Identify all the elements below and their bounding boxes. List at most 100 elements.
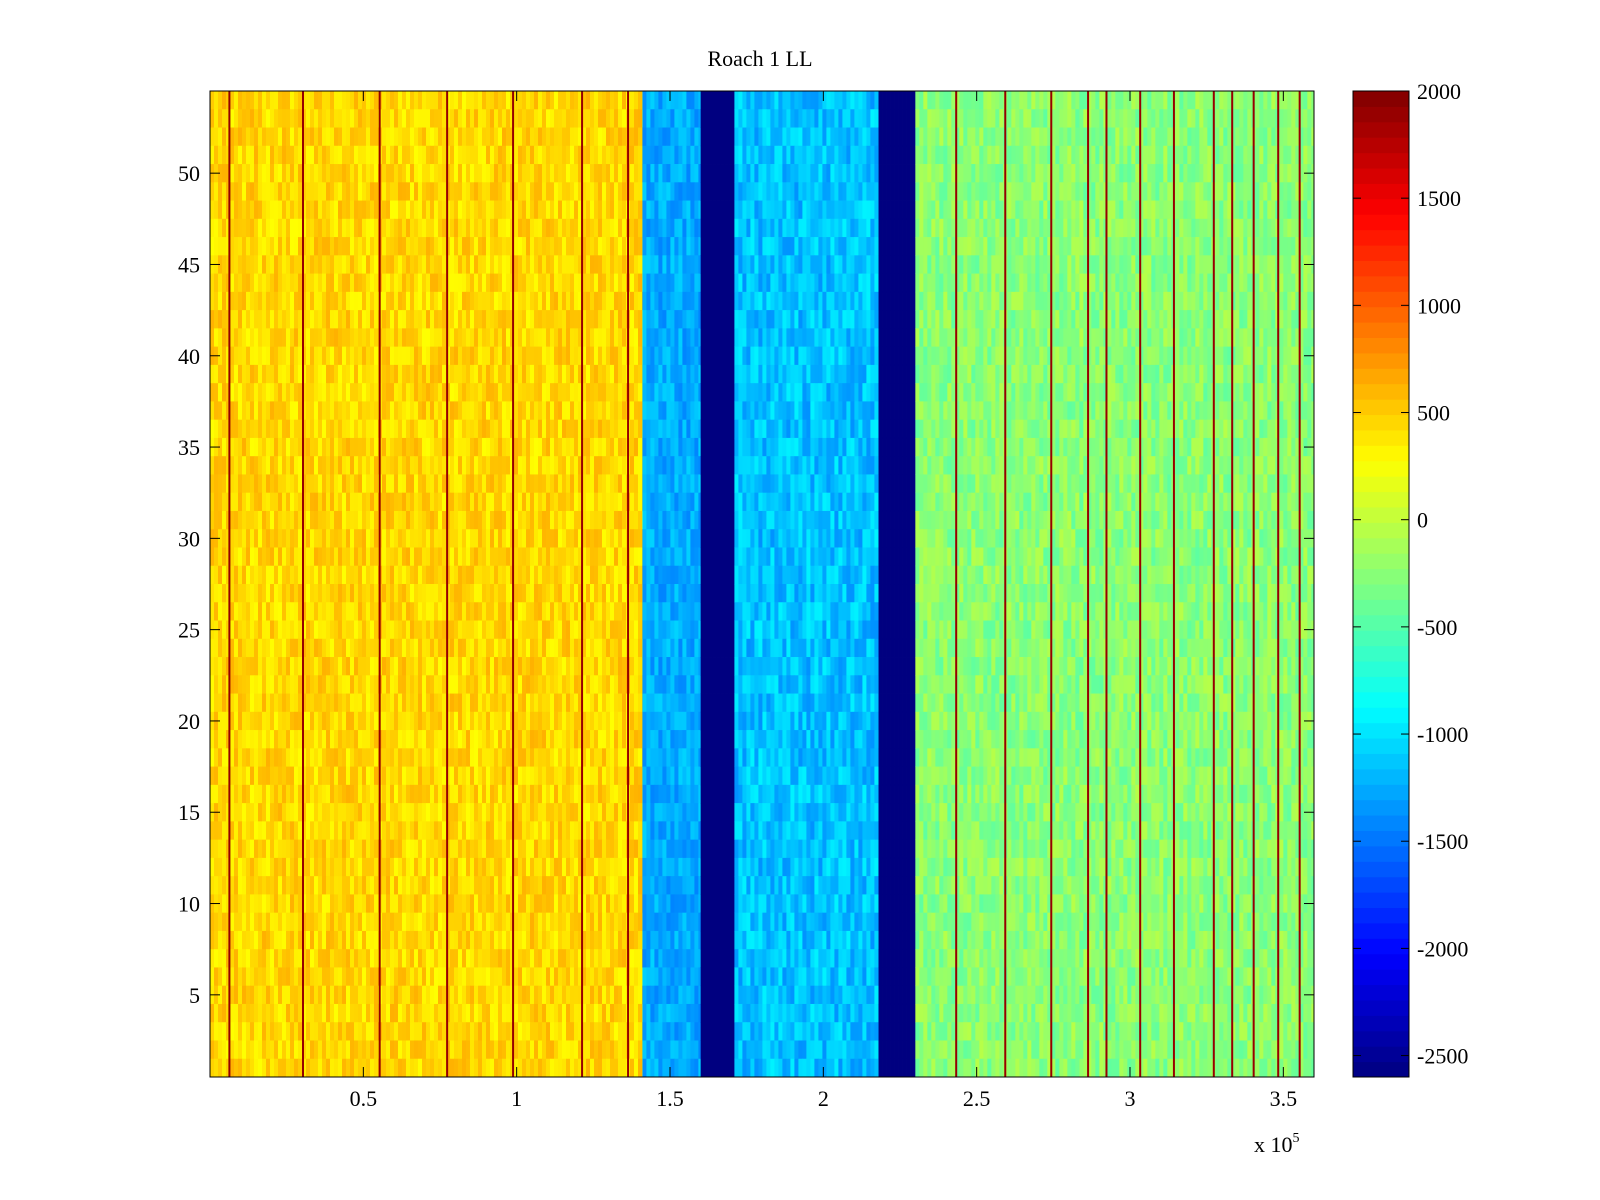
heatmap-cell	[562, 492, 567, 512]
heatmap-cell	[278, 894, 283, 914]
heatmap-cell	[234, 529, 239, 548]
heatmap-cell	[362, 766, 367, 786]
heatmap-cell	[530, 492, 535, 512]
heatmap-cell	[382, 310, 387, 329]
heatmap-cell	[282, 748, 287, 767]
heatmap-cell	[462, 510, 467, 530]
heatmap-cell	[342, 565, 347, 585]
heatmap-cell	[530, 766, 535, 786]
heatmap-cell	[558, 109, 563, 128]
heatmap-cell	[462, 164, 467, 183]
heatmap-cell	[598, 748, 603, 767]
heatmap-cell	[526, 803, 531, 822]
heatmap-cell	[226, 657, 231, 676]
heatmap-cell	[538, 182, 543, 201]
heatmap-cell	[366, 364, 371, 384]
heatmap-cell	[338, 510, 343, 530]
heatmap-cell	[230, 584, 235, 603]
heatmap-cell	[366, 200, 371, 220]
heatmap-cell	[614, 474, 619, 494]
heatmap-cell	[558, 620, 563, 640]
heatmap-cell	[354, 401, 359, 421]
heatmap-cell	[482, 218, 487, 238]
heatmap-cell	[514, 492, 519, 512]
heatmap-cell	[474, 584, 479, 603]
heatmap-cell	[522, 803, 527, 822]
heatmap-cell	[338, 401, 343, 421]
heatmap-cell	[254, 565, 259, 585]
heatmap-cell	[610, 109, 615, 128]
heatmap-cell	[478, 164, 483, 183]
heatmap-cell	[366, 565, 371, 585]
heatmap-cell	[326, 218, 331, 238]
heatmap-cell	[574, 109, 579, 128]
heatmap-cell	[342, 784, 347, 804]
heatmap-cell	[542, 657, 547, 676]
heatmap-cell	[550, 419, 555, 439]
heatmap-cell	[418, 255, 423, 274]
heatmap-cell	[466, 328, 471, 348]
heatmap-cell	[470, 328, 475, 348]
heatmap-cell	[262, 821, 267, 841]
heatmap-cell	[486, 127, 491, 147]
heatmap-cell	[410, 803, 415, 822]
heatmap-cell	[454, 364, 459, 384]
heatmap-cell	[402, 857, 407, 877]
heatmap-cell	[630, 547, 635, 567]
heatmap-cell	[434, 730, 439, 749]
heatmap-cell	[234, 857, 239, 877]
heatmap-cell	[482, 565, 487, 585]
heatmap-cell	[434, 547, 439, 567]
heatmap-cell	[454, 857, 459, 877]
heatmap-cell	[582, 145, 587, 165]
heatmap-cell	[570, 364, 575, 384]
heatmap-cell	[526, 164, 531, 183]
heatmap-cell	[254, 218, 259, 238]
heatmap-cell	[406, 602, 411, 621]
heatmap-cell	[386, 675, 391, 694]
heatmap-cell	[606, 237, 611, 256]
heatmap-cell	[470, 364, 475, 384]
heatmap-cell	[498, 328, 503, 348]
heatmap-cell	[570, 437, 575, 457]
heatmap-cell	[342, 437, 347, 457]
heatmap-cell	[474, 164, 479, 183]
heatmap-cell	[270, 474, 275, 494]
heatmap-cell	[550, 91, 555, 110]
heatmap-cell	[414, 529, 419, 548]
heatmap-cell	[558, 383, 563, 402]
heatmap-cell	[426, 821, 431, 841]
heatmap-cell	[466, 310, 471, 329]
heatmap-cell	[550, 876, 555, 895]
heatmap-cell	[386, 164, 391, 183]
heatmap-cell	[306, 839, 311, 859]
heatmap-cell	[490, 912, 495, 932]
heatmap-cell	[418, 474, 423, 494]
heatmap-cell	[366, 748, 371, 767]
heatmap-cell	[238, 857, 243, 877]
heatmap-cell	[430, 529, 435, 548]
heatmap-cell	[274, 602, 279, 621]
heatmap-cell	[414, 182, 419, 201]
heatmap-cell	[466, 364, 471, 384]
heatmap-cell	[594, 510, 599, 530]
heatmap-cell	[274, 730, 279, 749]
heatmap-cell	[494, 437, 499, 457]
heatmap-cell	[290, 383, 295, 402]
heatmap-cell	[418, 364, 423, 384]
heatmap-cell	[318, 529, 323, 548]
heatmap-cell	[410, 273, 415, 293]
heatmap-cell	[282, 565, 287, 585]
heatmap-cell	[506, 711, 511, 731]
heatmap-cell	[334, 565, 339, 585]
heatmap-cell	[294, 547, 299, 567]
heatmap-cell	[386, 145, 391, 165]
heatmap-cell	[326, 401, 331, 421]
heatmap-cell	[482, 657, 487, 676]
heatmap-cell	[438, 109, 443, 128]
heatmap-cell	[222, 839, 227, 859]
heatmap-cell	[414, 711, 419, 731]
heatmap-cell	[226, 675, 231, 694]
heatmap-cell	[558, 474, 563, 494]
heatmap-cell	[598, 857, 603, 877]
